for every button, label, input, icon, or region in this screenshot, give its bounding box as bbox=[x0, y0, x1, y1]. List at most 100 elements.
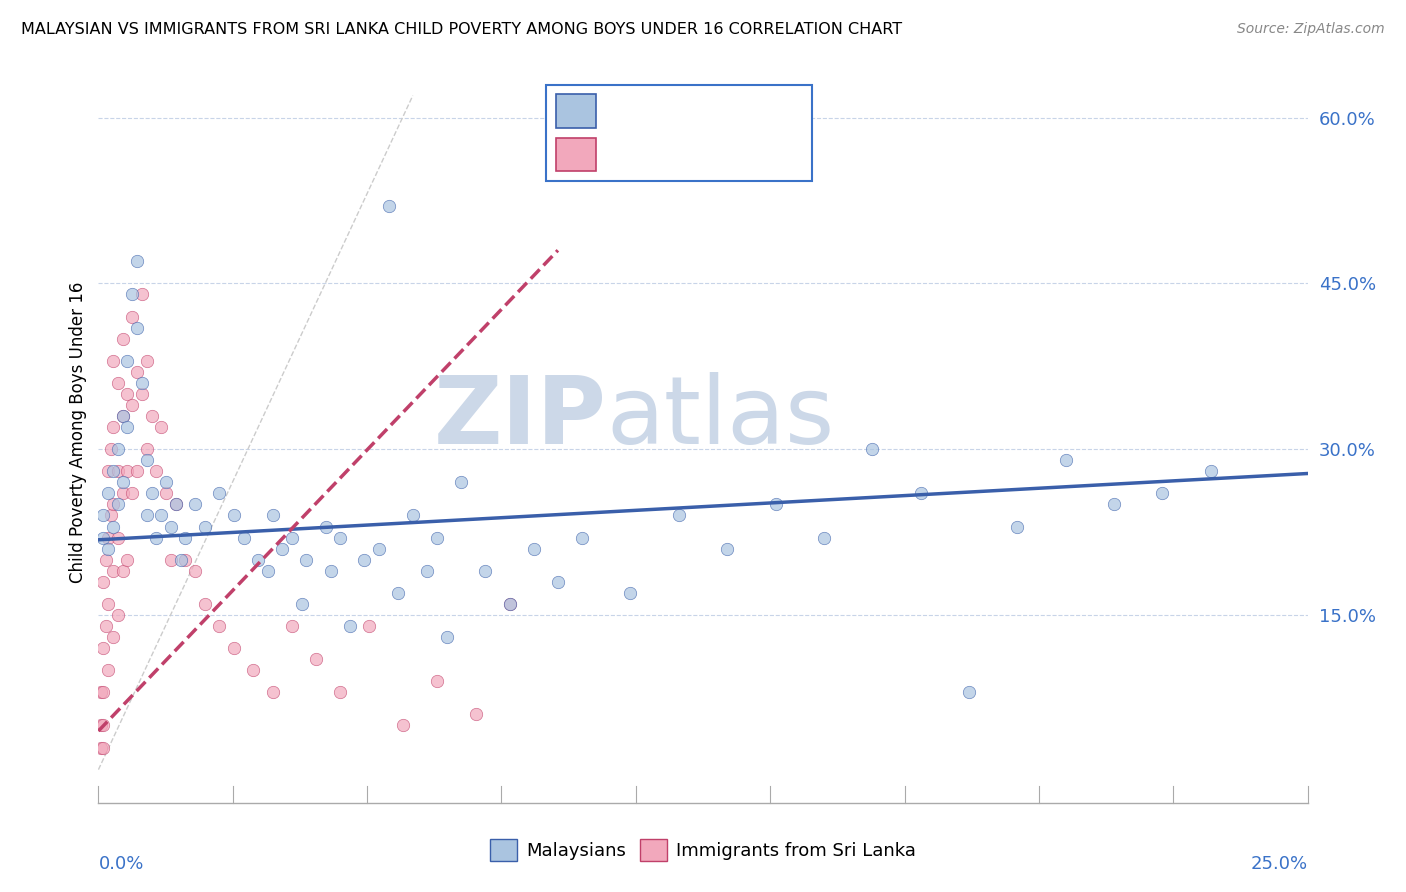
Point bbox=[121, 486, 143, 500]
Point bbox=[91, 740, 114, 755]
Point bbox=[359, 619, 381, 633]
Point bbox=[127, 320, 149, 334]
Point bbox=[160, 519, 183, 533]
Point bbox=[242, 663, 264, 677]
Point bbox=[131, 387, 153, 401]
Point bbox=[547, 574, 569, 589]
Text: 25.0%: 25.0% bbox=[1250, 855, 1308, 872]
Point bbox=[160, 552, 183, 566]
Point bbox=[247, 552, 270, 566]
Point bbox=[94, 552, 117, 566]
Point bbox=[1152, 486, 1174, 500]
Point bbox=[145, 531, 167, 545]
Point bbox=[165, 498, 187, 512]
Point bbox=[319, 564, 342, 578]
Point bbox=[121, 310, 143, 324]
Point bbox=[232, 531, 254, 545]
Point bbox=[141, 486, 163, 500]
Point bbox=[117, 353, 139, 368]
Point bbox=[107, 376, 129, 390]
Point bbox=[387, 586, 409, 600]
Point bbox=[957, 685, 980, 699]
Point bbox=[498, 597, 520, 611]
Point bbox=[111, 475, 134, 490]
Point bbox=[1007, 519, 1029, 533]
Point bbox=[910, 486, 932, 500]
Point bbox=[127, 365, 149, 379]
Point bbox=[101, 353, 124, 368]
Point bbox=[90, 740, 112, 755]
Point bbox=[121, 398, 143, 412]
Point bbox=[100, 442, 122, 457]
Point bbox=[97, 486, 120, 500]
Point bbox=[281, 619, 304, 633]
Point bbox=[184, 498, 207, 512]
Point bbox=[208, 486, 231, 500]
Point bbox=[571, 531, 593, 545]
Point bbox=[135, 442, 157, 457]
Point bbox=[813, 531, 835, 545]
Point bbox=[426, 531, 449, 545]
Point bbox=[416, 564, 439, 578]
Point bbox=[97, 663, 120, 677]
Point bbox=[436, 630, 458, 644]
Point bbox=[101, 630, 124, 644]
Point bbox=[141, 409, 163, 423]
Point bbox=[155, 486, 177, 500]
Point bbox=[426, 674, 449, 689]
Point bbox=[450, 475, 472, 490]
Point bbox=[329, 685, 352, 699]
Point bbox=[208, 619, 231, 633]
Point bbox=[107, 442, 129, 457]
Point bbox=[117, 464, 139, 478]
Point bbox=[94, 619, 117, 633]
Point bbox=[101, 498, 124, 512]
Point bbox=[107, 531, 129, 545]
Point bbox=[91, 574, 114, 589]
Point bbox=[498, 597, 520, 611]
Point bbox=[174, 552, 197, 566]
Point bbox=[90, 718, 112, 732]
Point bbox=[353, 552, 375, 566]
Point bbox=[150, 508, 173, 523]
Point bbox=[464, 707, 486, 722]
Point bbox=[262, 685, 284, 699]
Point bbox=[194, 519, 217, 533]
Point bbox=[1199, 464, 1222, 478]
Point bbox=[174, 531, 197, 545]
Point bbox=[315, 519, 337, 533]
Point bbox=[271, 541, 294, 556]
Y-axis label: Child Poverty Among Boys Under 16: Child Poverty Among Boys Under 16 bbox=[69, 282, 87, 583]
Point bbox=[100, 508, 122, 523]
Point bbox=[402, 508, 425, 523]
Point bbox=[111, 486, 134, 500]
Point bbox=[392, 718, 415, 732]
Point bbox=[131, 287, 153, 301]
Point bbox=[117, 387, 139, 401]
Point bbox=[262, 508, 284, 523]
Point bbox=[155, 475, 177, 490]
Point bbox=[281, 531, 304, 545]
Point bbox=[377, 199, 399, 213]
Point bbox=[101, 564, 124, 578]
Point bbox=[222, 508, 245, 523]
Point bbox=[329, 531, 352, 545]
Point bbox=[295, 552, 318, 566]
Point bbox=[97, 531, 120, 545]
Point bbox=[184, 564, 207, 578]
Point bbox=[145, 464, 167, 478]
Point bbox=[131, 376, 153, 390]
Point bbox=[101, 519, 124, 533]
Text: 0.0%: 0.0% bbox=[98, 855, 143, 872]
Point bbox=[256, 564, 278, 578]
Point bbox=[97, 464, 120, 478]
Text: atlas: atlas bbox=[606, 372, 835, 464]
Point bbox=[111, 332, 134, 346]
Point bbox=[91, 641, 114, 656]
Text: Source: ZipAtlas.com: Source: ZipAtlas.com bbox=[1237, 22, 1385, 37]
Point bbox=[765, 498, 787, 512]
Point bbox=[165, 498, 187, 512]
Point bbox=[150, 420, 173, 434]
Point bbox=[107, 498, 129, 512]
Point bbox=[135, 353, 157, 368]
